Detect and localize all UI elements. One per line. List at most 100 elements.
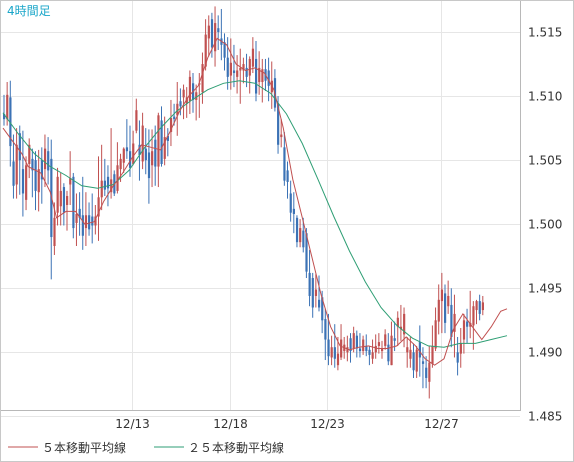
candle xyxy=(138,120,141,181)
candle xyxy=(428,345,431,399)
candle xyxy=(182,84,185,120)
candle xyxy=(377,333,381,354)
candle-body xyxy=(456,352,459,363)
candle xyxy=(132,130,135,166)
candle-body xyxy=(94,216,97,226)
candle xyxy=(239,48,242,104)
candle xyxy=(374,334,377,359)
candle xyxy=(434,307,437,352)
candle xyxy=(255,41,258,102)
y-tick-label: 1.485 xyxy=(528,410,562,424)
candle-body xyxy=(6,94,9,120)
candle-body xyxy=(396,317,399,327)
candle xyxy=(31,148,34,198)
candle-body xyxy=(176,103,179,116)
candle-body xyxy=(157,115,160,167)
candle xyxy=(283,131,286,186)
candle xyxy=(365,334,368,357)
candle xyxy=(403,307,406,348)
candle xyxy=(478,294,481,321)
candle-body xyxy=(236,70,239,77)
candle-body xyxy=(214,23,217,52)
candle xyxy=(34,151,37,211)
candle xyxy=(453,294,456,358)
candle xyxy=(160,106,163,167)
candle-body xyxy=(40,160,43,180)
candle xyxy=(119,153,122,182)
candle-body xyxy=(277,103,280,145)
candle xyxy=(88,202,91,236)
candle xyxy=(412,343,415,378)
candle-body xyxy=(78,208,81,218)
candle-body xyxy=(302,230,305,248)
candle-body xyxy=(81,215,84,236)
candle-body xyxy=(289,193,292,213)
candle-body xyxy=(138,144,141,156)
candle-body xyxy=(103,180,106,190)
candle-body xyxy=(327,339,330,357)
candle xyxy=(466,308,469,344)
candle xyxy=(56,167,59,226)
candle-body xyxy=(141,125,144,162)
candle-body xyxy=(355,335,358,349)
candle-body xyxy=(53,217,56,246)
candle xyxy=(358,333,362,358)
candle-body xyxy=(387,344,390,362)
candle xyxy=(381,340,384,359)
candlesticks xyxy=(3,6,484,399)
candle-body xyxy=(450,304,453,337)
candle-body xyxy=(308,272,311,296)
candle-body xyxy=(462,320,466,340)
candle-body xyxy=(47,151,50,171)
legend: ５本移動平均線 ２５本移動平均線 xyxy=(8,440,284,455)
candle-body xyxy=(84,215,88,229)
candle xyxy=(81,176,84,250)
candle-body xyxy=(248,58,251,76)
candle xyxy=(409,336,412,368)
candle-body xyxy=(453,313,456,332)
candle xyxy=(116,142,119,194)
candle xyxy=(299,219,302,248)
candle-body xyxy=(478,301,481,314)
candle-body xyxy=(330,347,333,358)
candle xyxy=(84,192,88,246)
candle-body xyxy=(475,301,478,311)
candle-body xyxy=(421,361,425,364)
candle xyxy=(295,215,299,248)
candle-body xyxy=(415,349,418,372)
candle xyxy=(166,128,169,157)
candle-body xyxy=(299,228,302,243)
candle-body xyxy=(371,352,374,359)
candle xyxy=(201,52,204,104)
candle-body xyxy=(144,148,147,161)
candle xyxy=(437,284,440,335)
candle-body xyxy=(437,299,440,322)
candle-body xyxy=(217,28,220,33)
candle-body xyxy=(321,297,324,321)
candle-body xyxy=(21,169,25,194)
candle xyxy=(459,328,462,368)
candle-body xyxy=(444,293,447,323)
candle-body xyxy=(368,349,371,355)
candle xyxy=(444,284,447,334)
candle-body xyxy=(163,137,166,159)
candle xyxy=(481,295,484,316)
candle xyxy=(362,335,365,355)
candle xyxy=(286,161,289,199)
candle-body xyxy=(100,180,103,198)
candle xyxy=(214,6,217,67)
candle-body xyxy=(129,151,132,168)
candle xyxy=(324,308,327,361)
candle xyxy=(110,128,113,199)
candle-body xyxy=(9,97,12,147)
candle-body xyxy=(151,151,154,166)
candle xyxy=(399,304,403,341)
candle-body xyxy=(210,19,214,48)
candle-body xyxy=(425,367,428,378)
candle-body xyxy=(349,338,352,352)
candle-body xyxy=(110,179,113,193)
candle xyxy=(352,326,355,353)
candle-body xyxy=(466,321,469,327)
candle xyxy=(217,15,220,50)
candle-body xyxy=(358,348,362,352)
